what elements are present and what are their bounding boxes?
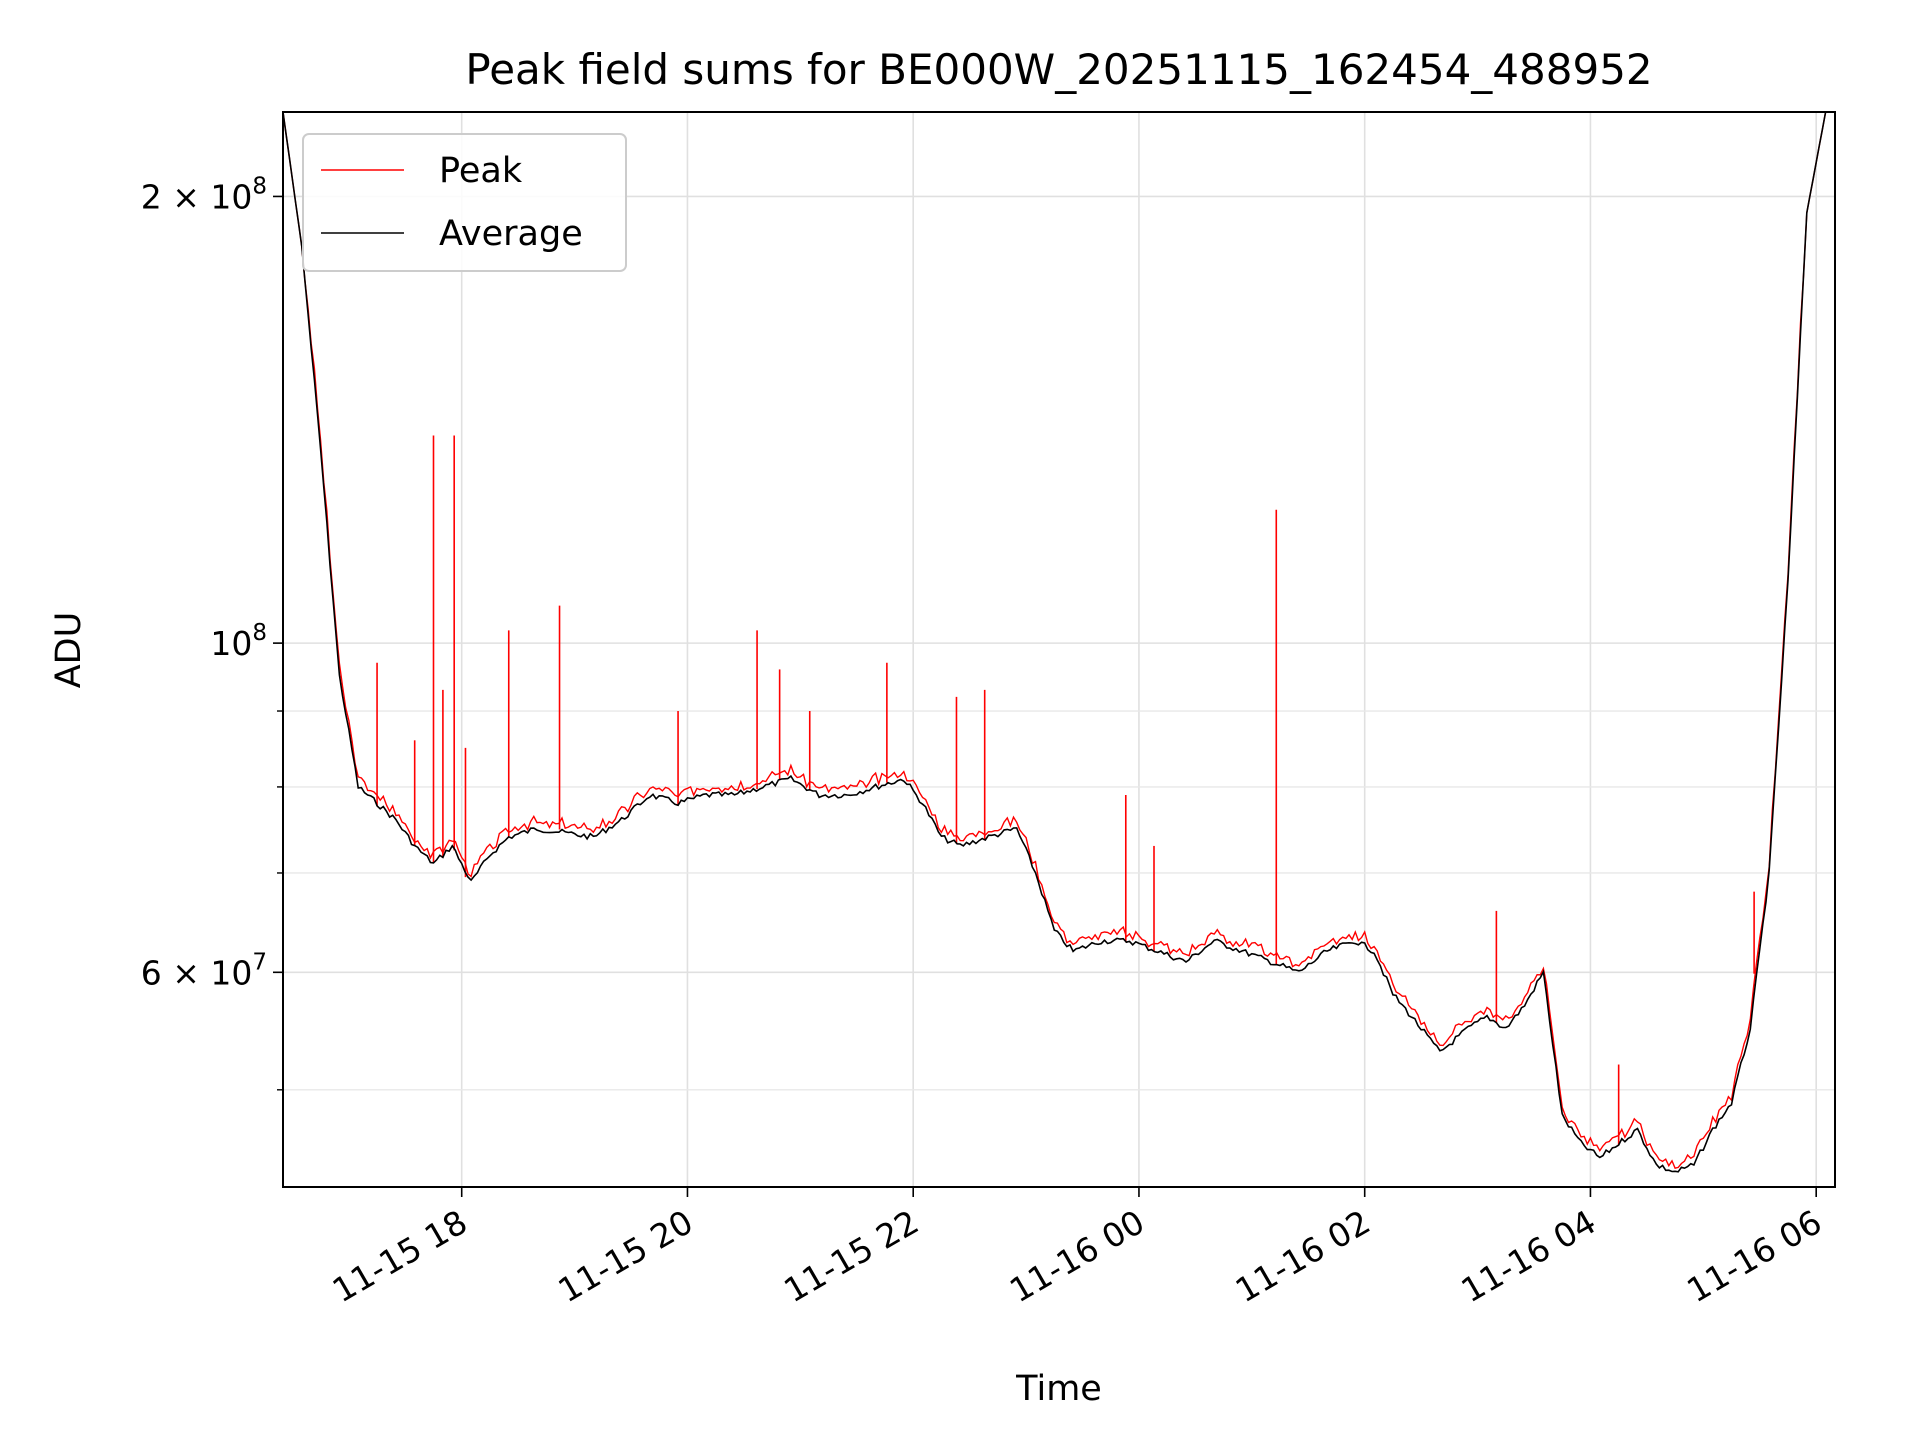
- x-axis-label: Time: [1015, 1369, 1102, 1409]
- y-axis-label: ADU: [49, 612, 89, 689]
- y-tick-label: 2 × 108: [141, 173, 267, 216]
- legend: Peak Average: [302, 133, 627, 272]
- chart-title: Peak field sums for BE000W_20251115_1624…: [465, 45, 1652, 94]
- peak-series-line: [283, 112, 1835, 1170]
- average-series-line: [283, 112, 1835, 1173]
- legend-label-peak: Peak: [439, 151, 523, 191]
- y-tick-label: 108: [210, 620, 267, 663]
- series-layer: [283, 112, 1835, 1173]
- legend-label-average: Average: [439, 214, 583, 254]
- legend-box: [302, 133, 627, 272]
- y-tick-label: 6 × 107: [141, 949, 267, 992]
- plot-frame: [282, 111, 1836, 1188]
- grid-layer: [283, 112, 1835, 1187]
